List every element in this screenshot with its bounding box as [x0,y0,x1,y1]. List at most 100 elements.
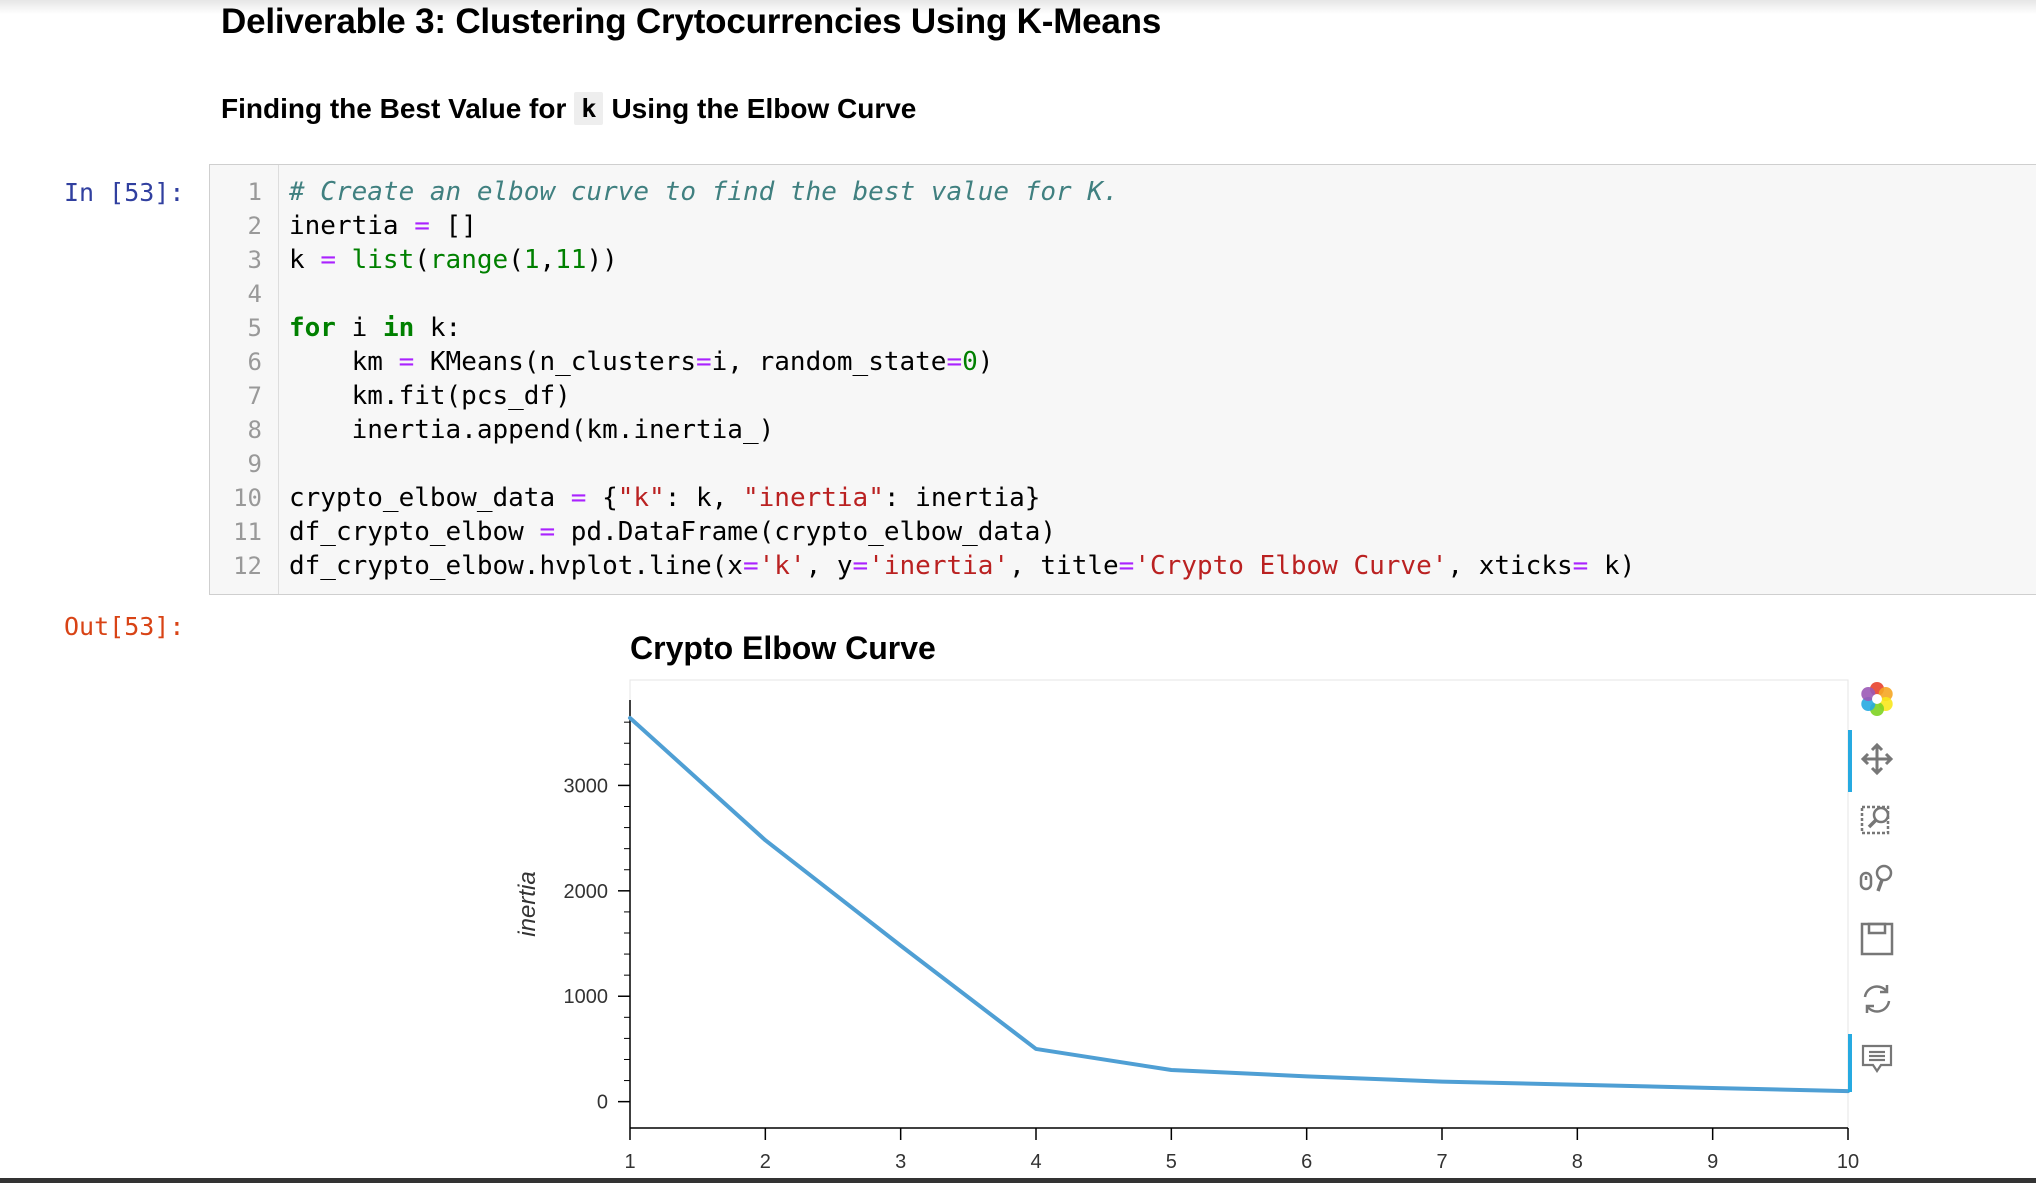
code-line-10: crypto_elbow_data = {"k": k, "inertia": … [289,481,1040,515]
code-keyword: for [289,313,336,343]
subheading-before: Finding the Best Value for [221,92,567,124]
notebook-subheading: Finding the Best Value for k Using the E… [221,92,916,125]
input-prompt: In [53]: [64,178,185,207]
code-line-1: # Create an elbow curve to find the best… [289,175,1119,209]
code-token: pd.DataFrame(crypto_elbow_data) [555,517,1057,547]
code-line-5: for i in k: [289,311,461,345]
code-number: 1 [523,245,540,275]
code-number: 0 [962,347,978,377]
subheading-inline-code: k [574,92,604,125]
code-string: 'inertia' [868,551,1010,581]
code-token: k [289,245,321,275]
code-token: k) [1588,551,1636,581]
x-tick-label: 10 [1837,1151,1859,1173]
x-tick-label: 2 [760,1151,771,1173]
y-axis-label: inertia [514,871,541,936]
wheel-zoom-icon[interactable] [1856,858,1898,900]
code-operator: = [398,347,415,377]
code-token: , y [805,551,853,581]
x-tick-label: 5 [1166,1151,1177,1173]
code-operator: = [946,347,963,377]
line-number: 2 [247,212,262,240]
line-number: 6 [247,348,262,376]
line-number: 1 [247,178,262,206]
plot-frame [629,679,1849,1129]
line-number: 5 [247,314,262,342]
code-builtin: list [351,245,415,275]
y-tick-label: 1000 [564,986,609,1008]
code-token: , [539,245,556,275]
code-string: 'Crypto Elbow Curve' [1134,551,1448,581]
code-token: inertia.append(km.inertia_) [289,415,775,445]
code-operator: = [570,483,587,513]
code-token: k: [414,313,462,343]
code-operator: = [742,551,759,581]
x-tick-label: 8 [1572,1151,1583,1173]
x-tick-label: 9 [1707,1151,1718,1173]
code-operator: = [696,347,712,377]
box-zoom-icon[interactable] [1856,798,1898,840]
code-operator: = [320,245,336,275]
code-operator: = [1118,551,1135,581]
line-number-gutter: 1 2 3 4 5 6 7 8 9 10 11 12 [210,165,279,594]
chart-title: Crypto Elbow Curve [630,630,936,666]
inertia-series-line [628,715,1850,1094]
x-tick-label: 4 [1030,1151,1041,1173]
pan-icon[interactable] [1856,738,1898,780]
code-operator: = [852,551,869,581]
line-number: 8 [247,416,262,444]
bokeh-toolbar [1848,672,1906,1092]
x-tick-label: 7 [1436,1151,1447,1173]
code-operator: = [539,517,556,547]
line-number: 10 [233,484,262,512]
code-line-7: km.fit(pcs_df) [289,379,571,413]
code-token: crypto_elbow_data [289,483,571,513]
code-builtin: range [429,245,509,275]
line-number: 7 [247,382,262,410]
code-string: "k" [617,483,665,513]
line-number: 3 [247,246,262,274]
y-tick-label: 3000 [564,775,609,797]
x-tick-label: 6 [1301,1151,1312,1173]
code-line-8: inertia.append(km.inertia_) [289,413,775,447]
code-line-3: k = list(range(1,11)) [289,243,618,277]
code-line-12: df_crypto_elbow.hvplot.line(x='k', y='in… [289,549,1635,583]
line-number: 11 [233,518,262,546]
code-token: i, random_state [711,347,947,377]
code-token: i [335,313,383,343]
code-string: 'k' [758,551,806,581]
code-token: : k, [664,483,743,513]
code-token: inertia [289,211,415,241]
line-number: 12 [233,552,262,580]
x-tick-label: 1 [624,1151,635,1173]
code-token: df_crypto_elbow [289,517,540,547]
code-token: km [289,347,399,377]
hover-icon[interactable] [1856,1038,1898,1080]
code-string: "inertia" [742,483,884,513]
code-token: ( [508,245,524,275]
active-tool-indicator [1848,730,1852,792]
code-token: [] [429,211,477,241]
active-tool-indicator [1848,1034,1852,1092]
bottom-edge-bar [0,1178,2036,1183]
code-token: : inertia} [883,483,1041,513]
code-comment: # Create an elbow curve to find the best… [289,177,1119,207]
code-cell[interactable]: 1 2 3 4 5 6 7 8 9 10 11 12 # Create an e… [209,164,2036,595]
code-token: ) [977,347,994,377]
code-token: km.fit(pcs_df) [289,381,571,411]
reset-icon[interactable] [1856,978,1898,1020]
code-line-6: km = KMeans(n_clusters=i, random_state=0… [289,345,994,379]
code-number: 11 [555,245,587,275]
notebook-heading: Deliverable 3: Clustering Crytocurrencie… [221,2,1162,41]
code-token: df_crypto_elbow.hvplot.line(x [289,551,743,581]
code-operator: = [1572,551,1589,581]
code-operator: = [414,211,430,241]
code-token: , title [1009,551,1119,581]
x-tick-label: 3 [895,1151,906,1173]
code-token: , xticks [1447,551,1573,581]
line-number: 9 [247,450,262,478]
save-icon[interactable] [1856,918,1898,960]
output-prompt: Out[53]: [64,612,185,641]
bokeh-logo-icon[interactable] [1856,678,1898,720]
